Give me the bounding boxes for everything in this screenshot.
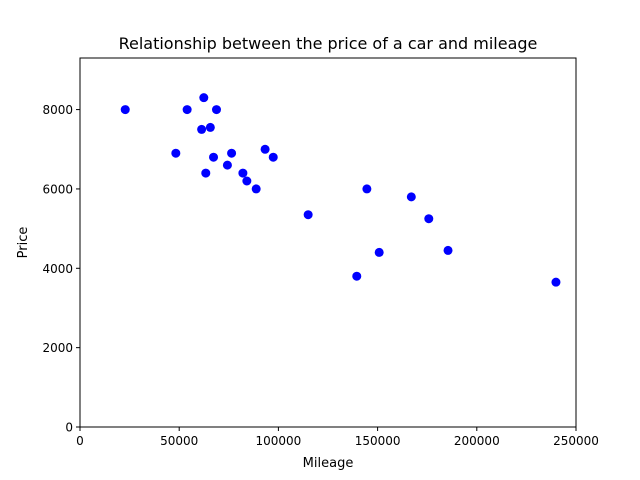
data-point	[352, 271, 362, 281]
data-point	[406, 192, 416, 202]
y-tick-label: 4000	[42, 262, 73, 276]
data-point	[303, 210, 313, 220]
data-point	[443, 245, 453, 255]
data-point	[227, 148, 237, 158]
data-point	[201, 168, 211, 178]
y-axis-label: Price	[16, 227, 31, 259]
x-axis-label: Mileage	[303, 456, 354, 471]
x-tick-label: 50000	[160, 434, 198, 448]
data-point	[171, 148, 181, 158]
x-tick-label: 0	[76, 434, 84, 448]
data-point	[209, 152, 219, 162]
plot-frame	[79, 57, 577, 428]
chart-title: Relationship between the price of a car …	[119, 34, 538, 53]
data-point	[242, 176, 252, 186]
ticks-layer: 0 50000 100000 150000 200000 250000 0 2000 4000 6…	[42, 103, 598, 448]
data-point	[182, 105, 192, 115]
y-tick-label: 0	[65, 421, 73, 435]
data-point	[551, 277, 561, 287]
data-point	[251, 184, 261, 194]
data-point	[120, 105, 130, 115]
x-tick-label: 250000	[553, 434, 599, 448]
y-tick-label: 8000	[42, 103, 73, 117]
data-point	[362, 184, 372, 194]
data-point	[238, 168, 248, 178]
data-point	[199, 93, 209, 103]
data-point	[374, 247, 384, 257]
data-point	[260, 144, 270, 154]
y-tick-label: 2000	[42, 341, 73, 355]
data-point	[424, 214, 434, 224]
data-point	[197, 124, 207, 134]
data-point	[222, 160, 232, 170]
x-tick-label: 100000	[255, 434, 301, 448]
data-point	[205, 122, 215, 132]
x-tick-label: 150000	[355, 434, 401, 448]
x-tick-label: 200000	[454, 434, 500, 448]
data-point	[211, 105, 221, 115]
y-tick-label: 6000	[42, 182, 73, 196]
data-point	[268, 152, 278, 162]
points-layer	[120, 93, 561, 287]
